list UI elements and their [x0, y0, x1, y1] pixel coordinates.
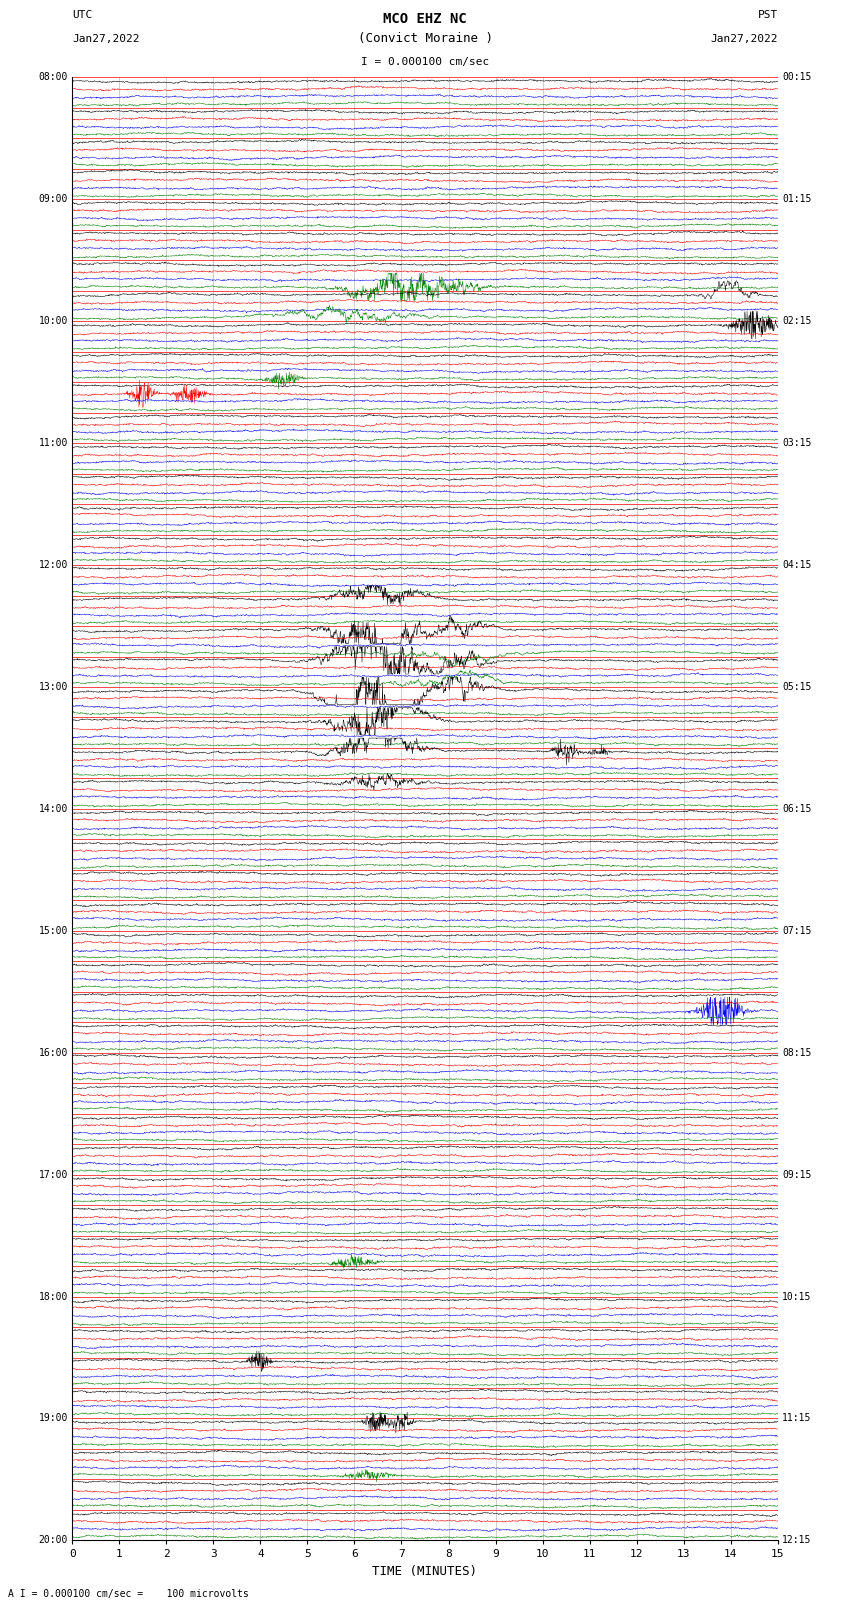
- Text: 09:15: 09:15: [782, 1169, 812, 1179]
- Text: 12:00: 12:00: [38, 560, 68, 569]
- Text: 03:15: 03:15: [782, 439, 812, 448]
- Text: A I = 0.000100 cm/sec =    100 microvolts: A I = 0.000100 cm/sec = 100 microvolts: [8, 1589, 249, 1598]
- Text: 18:00: 18:00: [38, 1292, 68, 1302]
- Text: (Convict Moraine ): (Convict Moraine ): [358, 32, 492, 45]
- Text: MCO EHZ NC: MCO EHZ NC: [383, 13, 467, 26]
- Text: 07:15: 07:15: [782, 926, 812, 936]
- Text: 12:15: 12:15: [782, 1536, 812, 1545]
- Text: UTC: UTC: [72, 11, 93, 21]
- Text: 20:00: 20:00: [38, 1536, 68, 1545]
- Text: 08:00: 08:00: [38, 73, 68, 82]
- Text: 10:15: 10:15: [782, 1292, 812, 1302]
- Text: 00:15: 00:15: [782, 73, 812, 82]
- Text: 13:00: 13:00: [38, 682, 68, 692]
- Text: 02:15: 02:15: [782, 316, 812, 326]
- Text: 14:00: 14:00: [38, 803, 68, 815]
- Text: 09:00: 09:00: [38, 194, 68, 205]
- Text: 10:00: 10:00: [38, 316, 68, 326]
- Text: PST: PST: [757, 11, 778, 21]
- Text: 15:00: 15:00: [38, 926, 68, 936]
- Text: 17:00: 17:00: [38, 1169, 68, 1179]
- Text: 01:15: 01:15: [782, 194, 812, 205]
- X-axis label: TIME (MINUTES): TIME (MINUTES): [372, 1565, 478, 1578]
- Text: 11:00: 11:00: [38, 439, 68, 448]
- Text: 16:00: 16:00: [38, 1048, 68, 1058]
- Text: Jan27,2022: Jan27,2022: [72, 34, 139, 44]
- Text: 06:15: 06:15: [782, 803, 812, 815]
- Text: I = 0.000100 cm/sec: I = 0.000100 cm/sec: [361, 56, 489, 66]
- Text: 19:00: 19:00: [38, 1413, 68, 1424]
- Text: 05:15: 05:15: [782, 682, 812, 692]
- Text: 11:15: 11:15: [782, 1413, 812, 1424]
- Text: 04:15: 04:15: [782, 560, 812, 569]
- Text: 08:15: 08:15: [782, 1048, 812, 1058]
- Text: Jan27,2022: Jan27,2022: [711, 34, 778, 44]
